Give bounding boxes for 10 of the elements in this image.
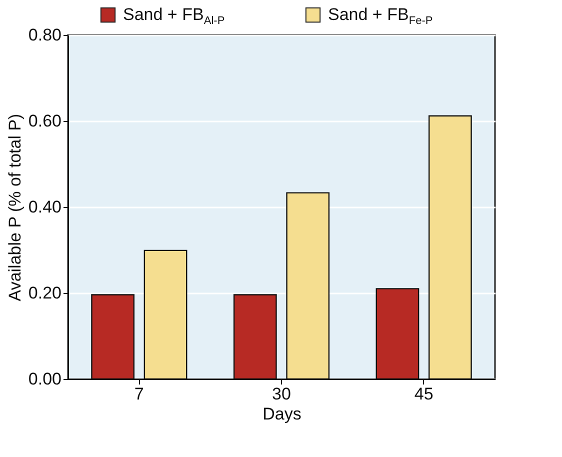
y-tick-label: 0.80 bbox=[28, 26, 62, 44]
y-tick-label: 0.60 bbox=[28, 112, 62, 130]
x-tick-label: 30 bbox=[272, 384, 291, 404]
y-tick-label: 0.20 bbox=[28, 284, 62, 302]
y-tick-label: 0.00 bbox=[28, 370, 62, 388]
y-tick-label: 0.40 bbox=[28, 198, 62, 216]
x-axis-title: Days bbox=[262, 404, 302, 424]
y-axis-title: Available P (% of total P) bbox=[5, 114, 24, 302]
x-tick-label: 7 bbox=[134, 384, 144, 404]
x-tick-label: 45 bbox=[414, 384, 434, 404]
